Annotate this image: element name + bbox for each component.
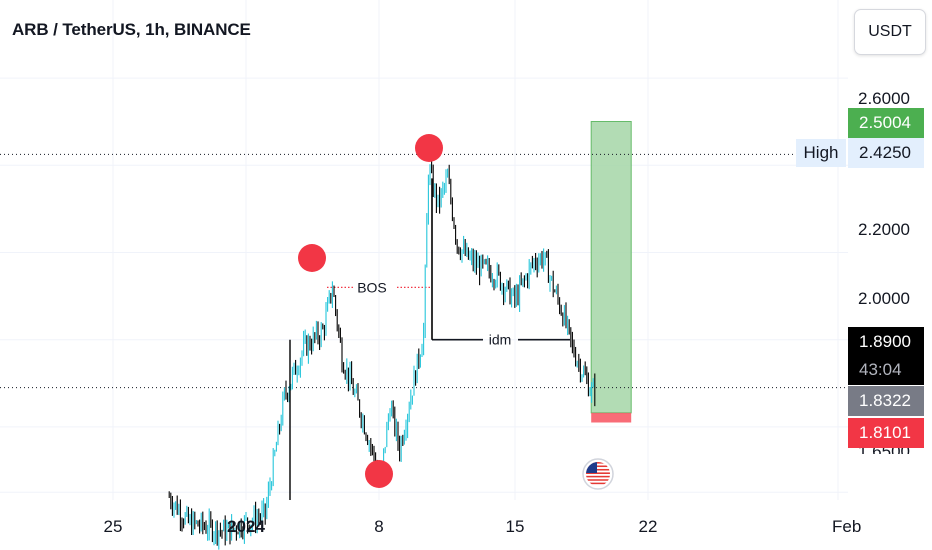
x-tick: 22 (638, 517, 658, 536)
position-zones (590, 121, 632, 423)
swing-point-marker (365, 460, 393, 488)
flag-stripe (586, 463, 610, 466)
flag-stripe (586, 465, 610, 468)
flag-stripe (586, 467, 610, 469)
idm-label: idm (489, 332, 512, 348)
last-price-tag: 1.8900 (848, 327, 924, 357)
stop-zone (591, 412, 632, 423)
structure-lines: BOS idm (327, 279, 570, 348)
us-flag-event-icon (582, 458, 614, 490)
flag-stripe (586, 480, 610, 483)
y-tick: 2.6000 (858, 89, 910, 108)
flag-stripe (586, 468, 610, 471)
x-tick: 2024 (227, 517, 265, 536)
flag-stripe (586, 479, 610, 481)
x-tick: 25 (103, 517, 123, 536)
bos-label: BOS (357, 279, 387, 295)
stop-price-tag: 1.8101 (848, 418, 924, 448)
flag-stripe (586, 474, 610, 476)
target-price-tag: 2.5004 (848, 108, 924, 138)
currency-unit-button[interactable]: USDT (854, 9, 926, 55)
candle-series (168, 161, 596, 550)
swing-markers (298, 134, 443, 488)
bar-countdown: 43:04 (848, 355, 924, 385)
swing-point-marker (298, 244, 326, 272)
high-label: High (796, 139, 846, 167)
x-tick: Feb (832, 517, 862, 536)
y-tick: 2.0000 (858, 289, 910, 308)
flag-stripe (586, 484, 610, 486)
x-tick: 15 (505, 517, 525, 536)
x-tick: 8 (374, 517, 384, 536)
high-price-tag: 2.4250 (848, 138, 924, 168)
flag-body (586, 462, 610, 486)
entry-price-tag: 1.8322 (848, 386, 924, 416)
y-tick: 2.2000 (858, 220, 910, 239)
flag-stripe (586, 482, 610, 485)
flag-stripe (586, 475, 610, 478)
flag-stripe (586, 477, 610, 480)
flag-stripe (586, 472, 610, 474)
chart-grid (0, 0, 848, 500)
swing-point-marker (415, 134, 443, 162)
chart-title: ARB / TetherUS, 1h, BINANCE (12, 20, 251, 39)
flag-canton (586, 462, 597, 473)
target-zone (590, 121, 632, 414)
flag-stripe (586, 462, 610, 464)
flag-stripe (586, 470, 610, 473)
